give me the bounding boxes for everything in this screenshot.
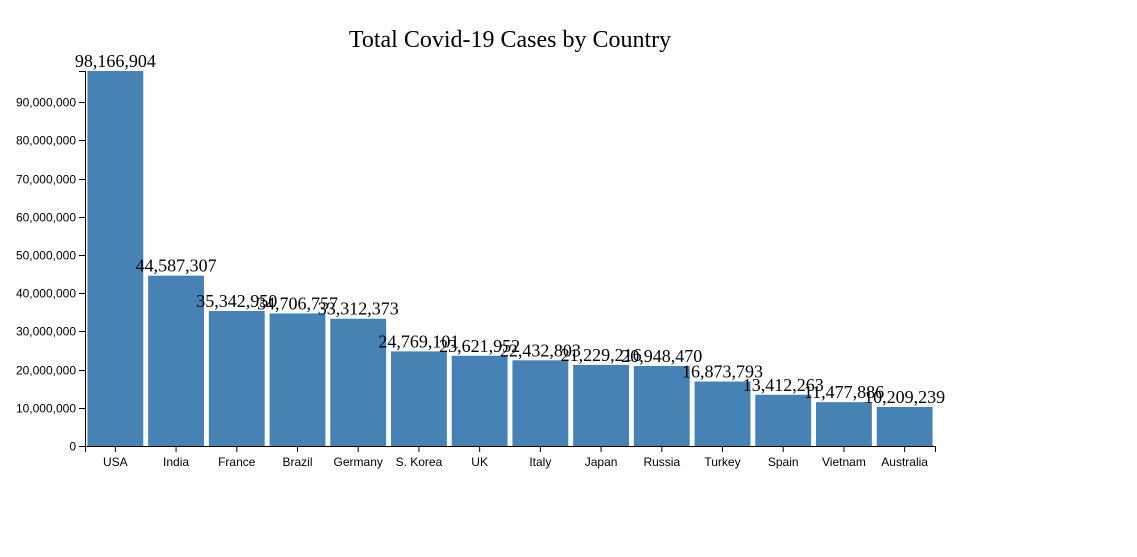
bar-italy bbox=[512, 360, 569, 446]
y-axis-line bbox=[79, 71, 86, 447]
bar-value-label: 33,312,373 bbox=[318, 299, 399, 319]
bar-value-label: 34,706,757 bbox=[257, 293, 338, 313]
bar-s-korea bbox=[391, 351, 447, 446]
bar-germany bbox=[330, 318, 387, 446]
bar-spain bbox=[755, 394, 812, 446]
bar-vietnam bbox=[816, 402, 872, 446]
bar-turkey bbox=[694, 381, 751, 446]
y-tick-label: 20,000,000 bbox=[16, 364, 76, 378]
y-tick-label: 30,000,000 bbox=[16, 325, 76, 339]
bar-brazil bbox=[269, 313, 326, 446]
y-tick-label: 70,000,000 bbox=[16, 173, 76, 187]
bar-usa bbox=[87, 71, 144, 446]
x-axis-line bbox=[85, 446, 936, 452]
x-tick-label: France bbox=[218, 455, 256, 469]
bar-france bbox=[208, 310, 265, 446]
x-tick-label: S. Korea bbox=[396, 455, 443, 469]
bar-value-label: 10,209,239 bbox=[864, 387, 945, 407]
bar-value-label: 98,166,904 bbox=[75, 51, 156, 71]
x-tick-label: Australia bbox=[881, 455, 928, 469]
bar-value-label: 21,229,216 bbox=[561, 345, 642, 365]
x-tick-label: Turkey bbox=[704, 455, 740, 469]
bar-value-label: 35,342,950 bbox=[196, 291, 277, 311]
bar-value-label: 24,769,101 bbox=[378, 331, 459, 351]
x-tick-label: Japan bbox=[585, 455, 618, 469]
x-tick-label: UK bbox=[471, 455, 488, 469]
bar-japan bbox=[573, 364, 629, 446]
bar-value-label: 20,948,470 bbox=[621, 346, 702, 366]
y-tick-label: 60,000,000 bbox=[16, 211, 76, 225]
bar-labels-group: 98,166,904 44,587,307 35,342,95034,706,757… bbox=[75, 51, 945, 407]
x-tick-label: Germany bbox=[334, 455, 383, 469]
y-tick-label: 90,000,000 bbox=[16, 96, 76, 110]
bar-value-label: 23,621,952 bbox=[439, 336, 520, 356]
x-tick-label: Brazil bbox=[282, 455, 312, 469]
y-tick-label: 10,000,000 bbox=[16, 402, 76, 416]
x-tick-label: Vietnam bbox=[822, 455, 866, 469]
y-tick-label: 40,000,000 bbox=[16, 287, 76, 301]
x-tick-label: Italy bbox=[529, 455, 551, 469]
bar-russia bbox=[633, 365, 690, 446]
bar-value-label: 44,587,307 bbox=[136, 256, 217, 276]
bar-value-label: 22,432,803 bbox=[500, 340, 581, 360]
x-tick-label: USA bbox=[103, 455, 128, 469]
x-tick-label: Russia bbox=[643, 455, 680, 469]
y-tick-label: 0 bbox=[69, 440, 76, 454]
y-tick-label: 50,000,000 bbox=[16, 249, 76, 263]
bar-australia bbox=[876, 407, 933, 446]
y-tick-label: 80,000,000 bbox=[16, 134, 76, 148]
bars-group bbox=[87, 71, 933, 446]
bar-value-label: 16,873,793 bbox=[682, 362, 763, 382]
chart-title: Total Covid-19 Cases by Country bbox=[349, 27, 671, 53]
y-axis: 0 10,000,000 20,000,000 30,000,000 40,000,00… bbox=[16, 71, 86, 454]
bar-value-label: 13,412,263 bbox=[743, 375, 824, 395]
bar-uk bbox=[451, 355, 508, 446]
x-tick-label: India bbox=[163, 455, 189, 469]
x-axis: USA India France Brazil Germany S. Korea UK Ita… bbox=[85, 446, 936, 469]
x-tick-label: Spain bbox=[768, 455, 799, 469]
bar-value-label: 11,477,886 bbox=[804, 382, 884, 402]
bar-india bbox=[148, 275, 204, 446]
